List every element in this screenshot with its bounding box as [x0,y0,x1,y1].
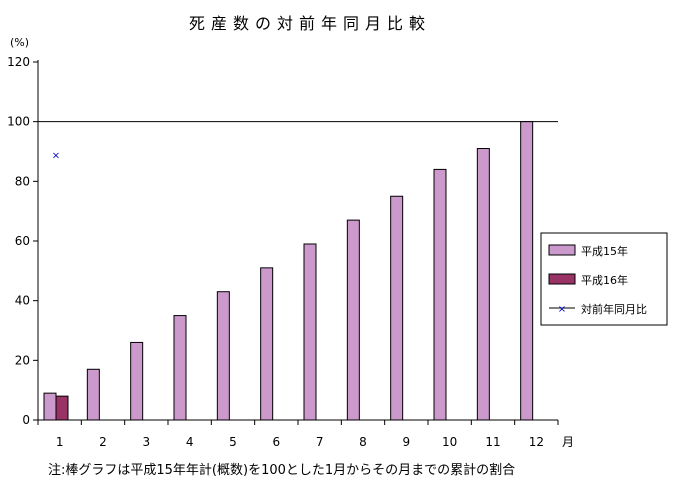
x-axis-unit: 月 [562,435,574,449]
y-tick-label: 100 [7,115,30,129]
x-tick-label: 5 [229,435,237,449]
legend-marker-icon: × [558,304,566,315]
x-tick-label: 3 [143,435,151,449]
bar-h15-5 [216,291,230,421]
y-tick-label: 60 [15,234,30,248]
legend-label-ratio: 対前年同月比 [581,302,647,316]
x-tick-label: 9 [403,435,411,449]
bar-h15-12 [520,121,534,421]
x-tick-label: 4 [186,435,194,449]
legend-swatch-h15 [548,244,576,256]
x-tick-label: 7 [316,435,324,449]
x-tick-label: 8 [359,435,367,449]
legend-label-h15: 平成15年 [581,244,628,258]
chart-title: 死産数の対前年同月比較 [189,14,431,33]
y-tick-label: 40 [15,294,30,308]
x-tick-label: 11 [485,435,500,449]
x-tick-label: 12 [529,435,544,449]
y-tick-label: 0 [22,413,30,427]
bar-h15-11 [476,148,490,421]
x-tick-label: 2 [99,435,107,449]
bar-h16-1 [55,395,69,421]
bar-h15-3 [130,341,144,421]
bar-h15-1 [43,392,57,421]
footnote: 注:棒グラフは平成15年年計(概数)を100とした1月からその月までの累計の割合 [48,462,515,478]
x-tick-label: 6 [273,435,281,449]
bar-h15-10 [433,168,447,421]
bar-h15-4 [173,315,187,421]
y-axis-unit: (%) [10,36,29,49]
x-tick-label: 1 [56,435,64,449]
y-tick-label: 120 [7,55,30,69]
x-tick-label: 10 [442,435,457,449]
ratio-marker-1: × [52,150,60,161]
bar-h15-8 [346,219,360,421]
bar-h15-6 [260,267,274,421]
legend-swatch-h16 [548,273,576,285]
y-tick-label: 20 [15,353,30,367]
y-tick-label: 80 [15,174,30,188]
bar-h15-9 [390,195,404,421]
bar-h15-2 [86,368,100,421]
legend-label-h16: 平成16年 [581,273,628,287]
bar-h15-7 [303,243,317,421]
